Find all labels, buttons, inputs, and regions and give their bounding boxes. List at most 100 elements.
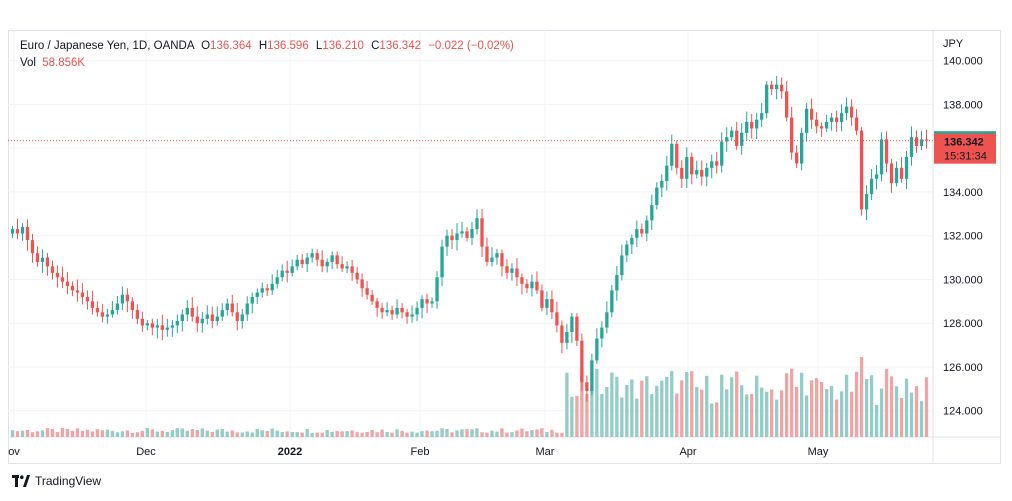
candle-body [874, 174, 879, 179]
candle-body [894, 167, 899, 184]
candle-body [814, 119, 819, 127]
volume-bar [125, 430, 130, 437]
candle-body [65, 281, 70, 287]
volume-bar [275, 430, 279, 437]
volume-bar [365, 432, 369, 437]
candle-body [560, 325, 564, 343]
candle-body [225, 303, 229, 311]
close-label: C [371, 40, 380, 52]
volume-bar [565, 372, 569, 437]
volume-bar [45, 428, 50, 437]
volume-bar [859, 357, 864, 437]
candle-body [380, 307, 384, 313]
volume-bar [455, 430, 459, 437]
candle-body [670, 143, 674, 166]
candle-body [405, 312, 409, 317]
candle-body [200, 318, 204, 324]
volume-bar [740, 385, 744, 437]
volume-bar [395, 429, 399, 437]
volume-bar [215, 429, 219, 437]
volume-bar [195, 430, 199, 437]
candle-body [180, 314, 184, 322]
volume-bar [65, 428, 70, 437]
volume-bar [794, 386, 799, 437]
volume-bar [145, 428, 149, 437]
volume-bar [15, 431, 20, 437]
volume-bar [645, 376, 649, 437]
volume-bar [770, 389, 774, 437]
candle-body [70, 286, 75, 291]
candle-body [879, 139, 884, 175]
volume-bar [95, 429, 100, 437]
open-label: O [201, 40, 211, 52]
y-tick-label: 126.000 [943, 362, 983, 374]
y-tick-label: 134.000 [943, 187, 983, 199]
candle-body [390, 310, 394, 315]
candle-body [215, 316, 219, 322]
volume-bar [834, 399, 839, 437]
volume-bar [690, 371, 694, 437]
volume-bar [635, 398, 639, 437]
volume-bar [809, 380, 814, 437]
candle-body [745, 121, 749, 133]
candle-body [475, 218, 479, 230]
volume-bar [120, 431, 125, 437]
volume-bar [785, 373, 789, 437]
candle-body [575, 316, 579, 341]
volume-bar [760, 387, 764, 437]
volume-bar [829, 385, 834, 437]
candle-body [775, 84, 779, 90]
candle-body [30, 240, 35, 254]
volume-bar [710, 403, 714, 437]
x-tick-label: Dec [136, 446, 156, 458]
candle-body [140, 318, 145, 326]
volume-bar [255, 428, 259, 437]
candle-body [824, 121, 829, 129]
candle-body [635, 229, 639, 238]
candle-body [854, 117, 859, 131]
candle-body [650, 205, 654, 221]
candle-body [345, 266, 349, 269]
volume-bar [425, 430, 429, 437]
candle-body [645, 220, 649, 234]
candle-body [655, 187, 659, 206]
volume-bar [730, 377, 734, 437]
volume-bar [909, 392, 914, 437]
volume-bar [320, 432, 324, 437]
volume-bar [520, 428, 524, 437]
volume-bar [665, 376, 669, 437]
candle-body [919, 139, 924, 146]
volume-bar [605, 387, 609, 437]
volume-bar [315, 432, 319, 437]
y-tick-label: 138.000 [943, 99, 983, 111]
candle-body [220, 310, 224, 317]
volume-bar [235, 432, 239, 437]
candle-body [95, 307, 100, 313]
volume-bar [430, 431, 434, 437]
volume-bar [854, 371, 859, 437]
candle-body [425, 299, 429, 304]
candle-body [904, 156, 909, 179]
candle-body [195, 316, 199, 324]
candle-body [500, 253, 504, 267]
candle-body [590, 360, 594, 392]
volume-bar [884, 368, 889, 437]
tradingview-footer[interactable]: TradingView [12, 474, 101, 488]
candle-body [794, 152, 799, 164]
volume-bar [625, 384, 629, 437]
candle-body [185, 307, 189, 315]
candle-body [365, 288, 369, 295]
candle-body [285, 270, 289, 273]
candle-body [760, 113, 764, 120]
volume-bar [330, 431, 334, 437]
candle-body [315, 253, 319, 260]
volume-bar [600, 393, 604, 437]
volume-bar [775, 399, 779, 437]
candle-body [909, 137, 914, 157]
candle-body [440, 246, 444, 278]
volume-bar [745, 394, 749, 437]
candle-body [235, 312, 239, 322]
volume-bar [345, 431, 349, 437]
chart-pane[interactable] [8, 30, 1001, 464]
